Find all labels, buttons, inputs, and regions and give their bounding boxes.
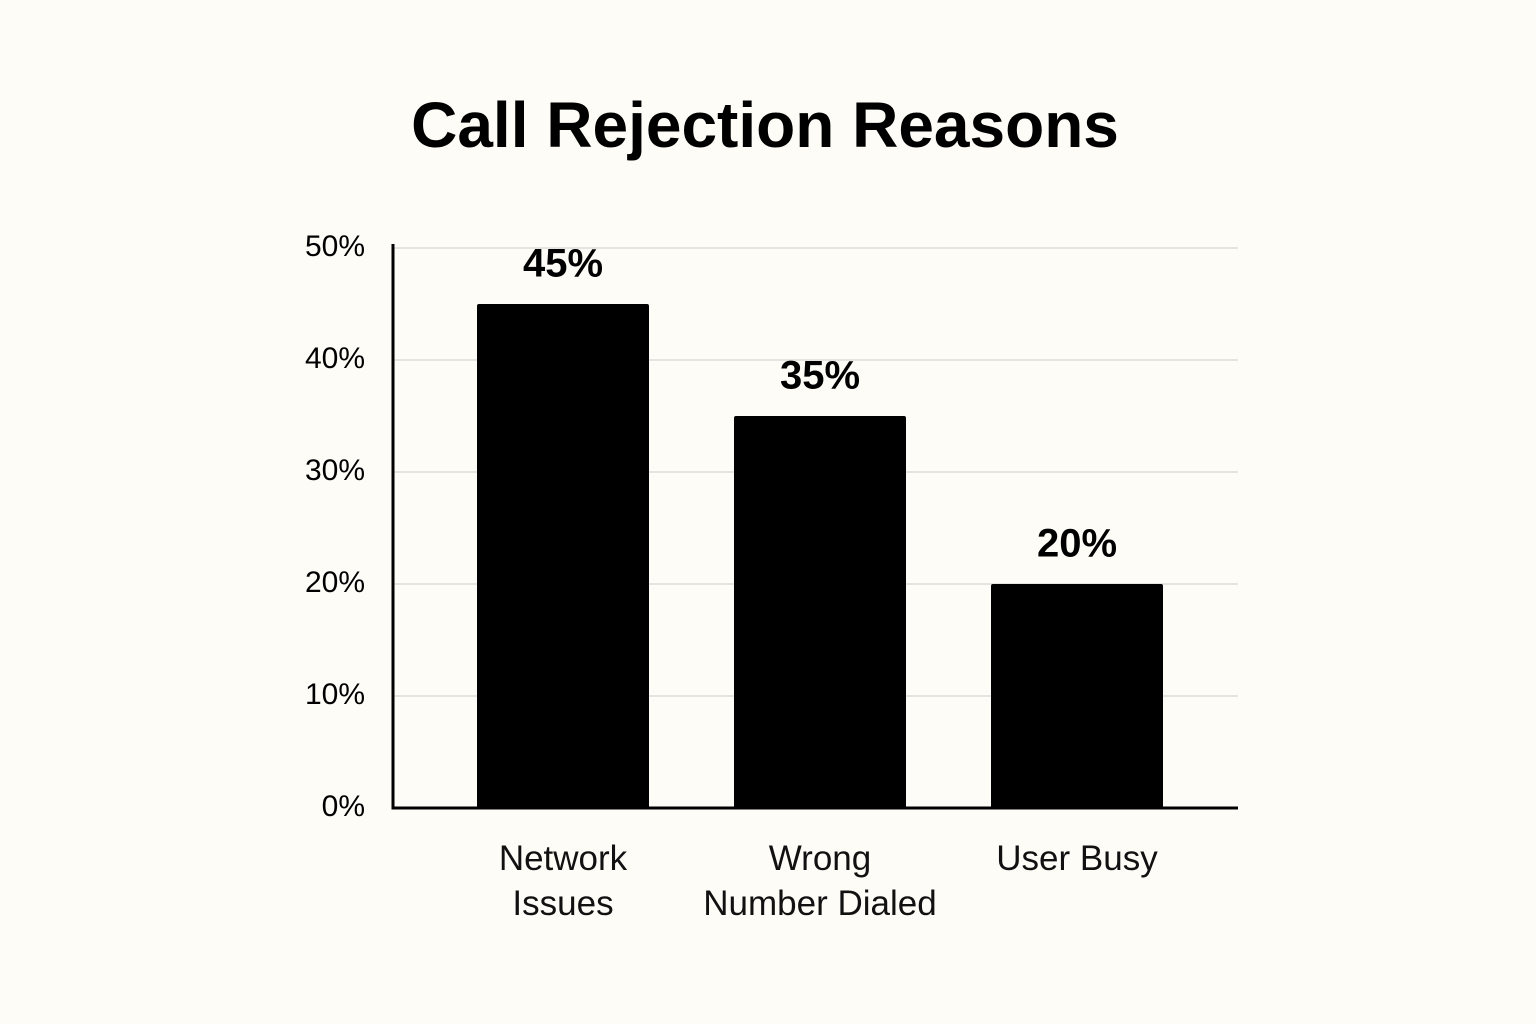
chart-title: Call Rejection Reasons	[411, 89, 1119, 161]
value-label: 45%	[523, 242, 603, 286]
value-label: 35%	[780, 354, 860, 398]
y-tick-label: 50%	[305, 230, 365, 263]
value-label: 20%	[1037, 522, 1117, 566]
bar	[734, 416, 906, 808]
y-tick-label: 20%	[305, 566, 365, 599]
y-tick-label: 40%	[305, 342, 365, 375]
y-tick-label: 30%	[305, 454, 365, 487]
y-tick-label: 10%	[305, 678, 365, 711]
y-tick-label: 0%	[322, 790, 365, 823]
x-tick-label: Network Issues	[498, 839, 628, 923]
bar	[477, 304, 649, 808]
x-tick-label: Wrong Number Dialed	[703, 839, 937, 923]
bar	[991, 584, 1163, 808]
x-tick-label: User Busy	[996, 839, 1158, 878]
